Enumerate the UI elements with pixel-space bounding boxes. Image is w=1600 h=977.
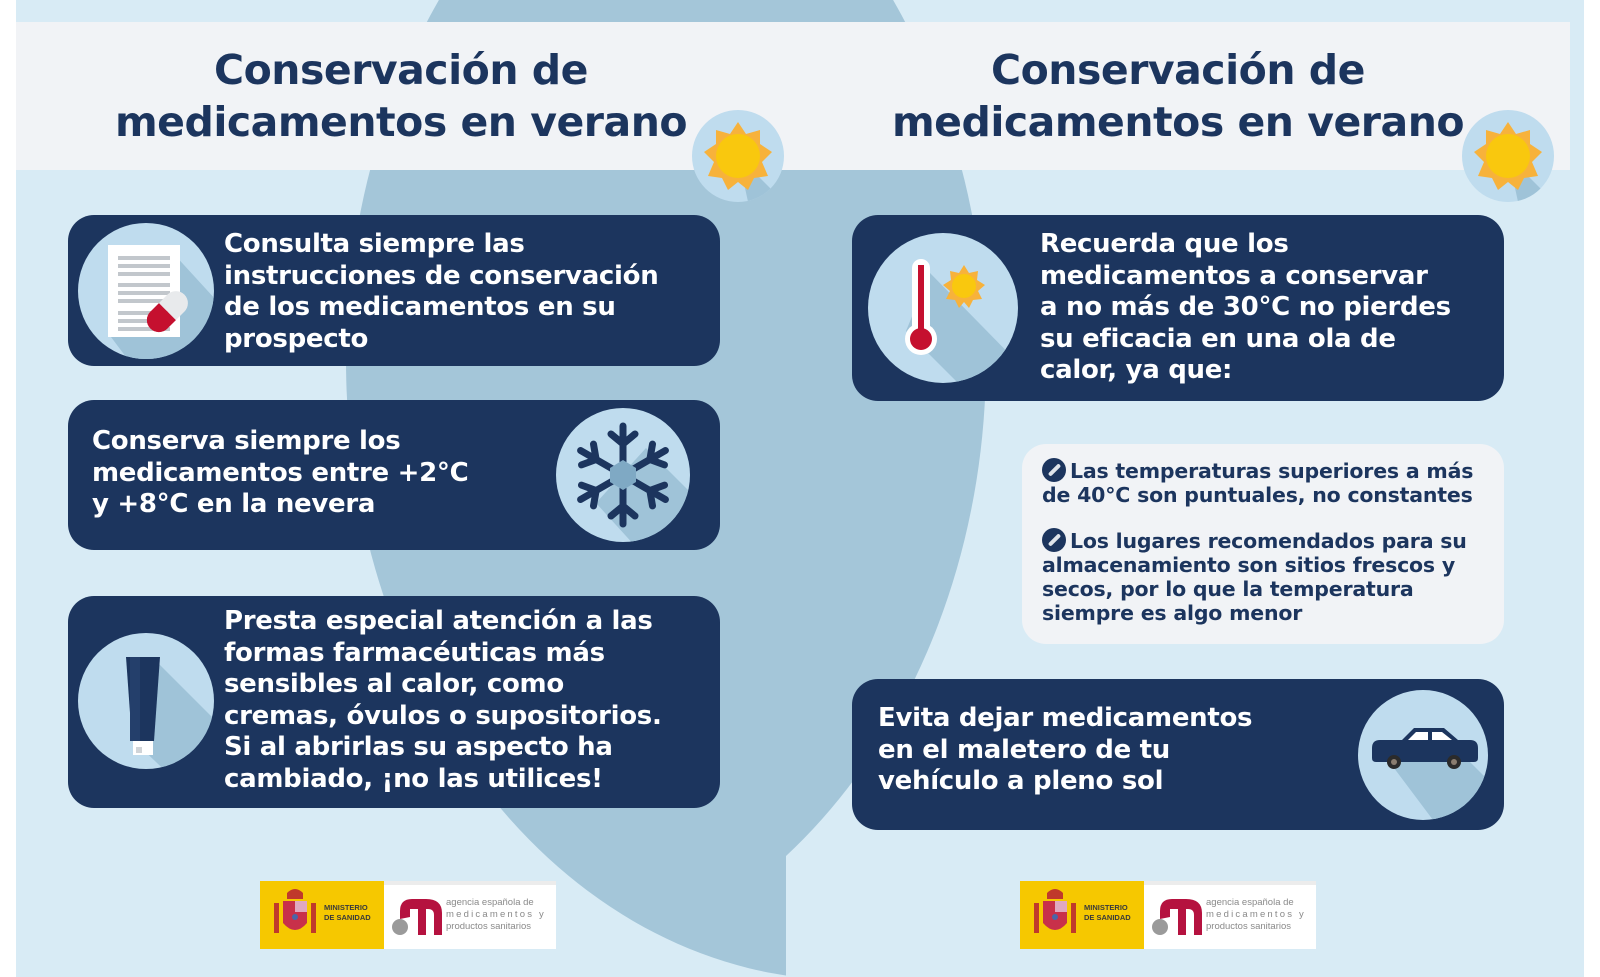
- page-title-line-1: Conservación de: [991, 46, 1365, 94]
- card-text-line: vehículo a pleno sol: [878, 766, 1164, 796]
- aemps-logo-text: medicamentos y: [1206, 909, 1306, 920]
- sun-icon: [692, 110, 784, 202]
- card-text-line: medicamentos a conservar: [1040, 260, 1428, 291]
- card-text-line: a no más de 30°C no pierdes: [1040, 292, 1451, 322]
- card-text-line: calor, ya que:: [1040, 355, 1233, 385]
- reason-bullet: Las temperaturas superiores a más de 40°…: [1042, 458, 1473, 507]
- card-text-line: formas farmacéuticas más: [224, 637, 605, 668]
- ministry-logo-text: MINISTERIO: [1084, 903, 1128, 912]
- coat-of-arms-icon: [1034, 889, 1076, 933]
- coat-of-arms-icon: [274, 889, 316, 933]
- aemps-logo-text: productos sanitarios: [446, 921, 532, 932]
- thermometer-bullet-icon: [1042, 458, 1066, 482]
- sun-icon: [1462, 110, 1554, 202]
- card-text-line: Consulta siempre las: [224, 229, 525, 259]
- aemps-logo-text: productos sanitarios: [1206, 921, 1292, 932]
- bullet-text-line: de 40°C son puntuales, no constantes: [1042, 483, 1473, 507]
- card-text-line: Conserva siempre los: [92, 426, 401, 456]
- card-text-line: cambiado, ¡no las utilices!: [224, 763, 603, 794]
- title-band: Conservación de medicamentos en verano: [16, 22, 786, 170]
- card-text-line: instrucciones de conservación: [224, 260, 659, 291]
- card-text-line: Presta especial atención a las: [224, 606, 653, 636]
- card-text-line: sensibles al calor, como: [224, 669, 564, 699]
- aemps-am-icon: [392, 899, 442, 935]
- ministry-logo-text: DE SANIDAD: [1084, 913, 1131, 922]
- aemps-logo: agencia española de medicamentos y produ…: [384, 881, 556, 949]
- tip-card-car-trunk: Evita dejar medicamentos en el maletero …: [852, 679, 1504, 830]
- snowflake-icon: [556, 408, 690, 542]
- bullet-text-line: Las temperaturas superiores a más: [1070, 459, 1474, 483]
- thermometer-sun-icon: [868, 233, 1018, 383]
- card-text-line: en el maletero de tu: [878, 734, 1171, 765]
- aemps-logo-text: agencia española de: [1206, 897, 1294, 908]
- tip-card-heat-sensitive: Presta especial atención a las formas fa…: [68, 596, 720, 808]
- car-icon: [1358, 690, 1488, 820]
- bullet-text-line: almacenamiento son sitios frescos y: [1042, 553, 1456, 577]
- thermometer-bullet-icon: [1042, 528, 1066, 552]
- title-band: Conservación de medicamentos en verano: [786, 22, 1570, 170]
- card-text-line: su eficacia en una ola de: [1040, 323, 1396, 354]
- aemps-logo: agencia española de medicamentos y produ…: [1144, 881, 1316, 949]
- card-text-line: medicamentos entre +2°C: [92, 457, 469, 488]
- page-title-line-2: medicamentos en verano: [114, 98, 688, 146]
- card-text-line: cremas, óvulos o supositorios.: [224, 700, 662, 731]
- institution-logos: MINISTERIO DE SANIDAD agencia española d…: [260, 881, 556, 949]
- card-text-line: Recuerda que los: [1040, 229, 1289, 259]
- aemps-logo-text: medicamentos y: [446, 909, 546, 920]
- aemps-logo-text: agencia española de: [446, 897, 534, 908]
- card-text-line: prospecto: [224, 323, 369, 354]
- card-text-line: y +8°C en la nevera: [92, 489, 376, 519]
- infographic-panel-left: Conservación de medicamentos en verano: [16, 0, 786, 977]
- page-title-line-1: Conservación de: [214, 46, 588, 94]
- ministry-logo-text: DE SANIDAD: [324, 913, 371, 922]
- cream-tube-icon: [78, 633, 214, 769]
- leaflet-capsule-icon: [78, 223, 214, 359]
- page-title-line-2: medicamentos en verano: [891, 98, 1465, 146]
- reason-bullet: Los lugares recomendados para su almacen…: [1042, 528, 1467, 625]
- aemps-am-icon: [1152, 899, 1202, 935]
- tip-card-prospectus: Consulta siempre las instrucciones de co…: [68, 215, 720, 366]
- ministry-of-health-logo: MINISTERIO DE SANIDAD: [1020, 881, 1144, 949]
- ministry-of-health-logo: MINISTERIO DE SANIDAD: [260, 881, 384, 949]
- tip-card-refrigerate: Conserva siempre los medicamentos entre …: [68, 400, 720, 550]
- card-text-line: de los medicamentos en su: [224, 292, 616, 322]
- tip-card-heatwave: Recuerda que los medicamentos a conserva…: [852, 215, 1504, 401]
- institution-logos: MINISTERIO DE SANIDAD agencia española d…: [1020, 881, 1316, 949]
- card-text-line: Si al abrirlas su aspecto ha: [224, 732, 613, 762]
- infographic-panel-right: Conservación de medicamentos en verano R…: [786, 0, 1584, 977]
- ministry-logo-text: MINISTERIO: [324, 903, 368, 912]
- bullet-text-line: Los lugares recomendados para su: [1070, 529, 1467, 553]
- card-text-line: Evita dejar medicamentos: [878, 703, 1253, 733]
- bullet-text-line: secos, por lo que la temperatura: [1042, 577, 1414, 601]
- reasons-info-box: Las temperaturas superiores a más de 40°…: [1022, 444, 1504, 644]
- bullet-text-line: siempre es algo menor: [1042, 601, 1303, 625]
